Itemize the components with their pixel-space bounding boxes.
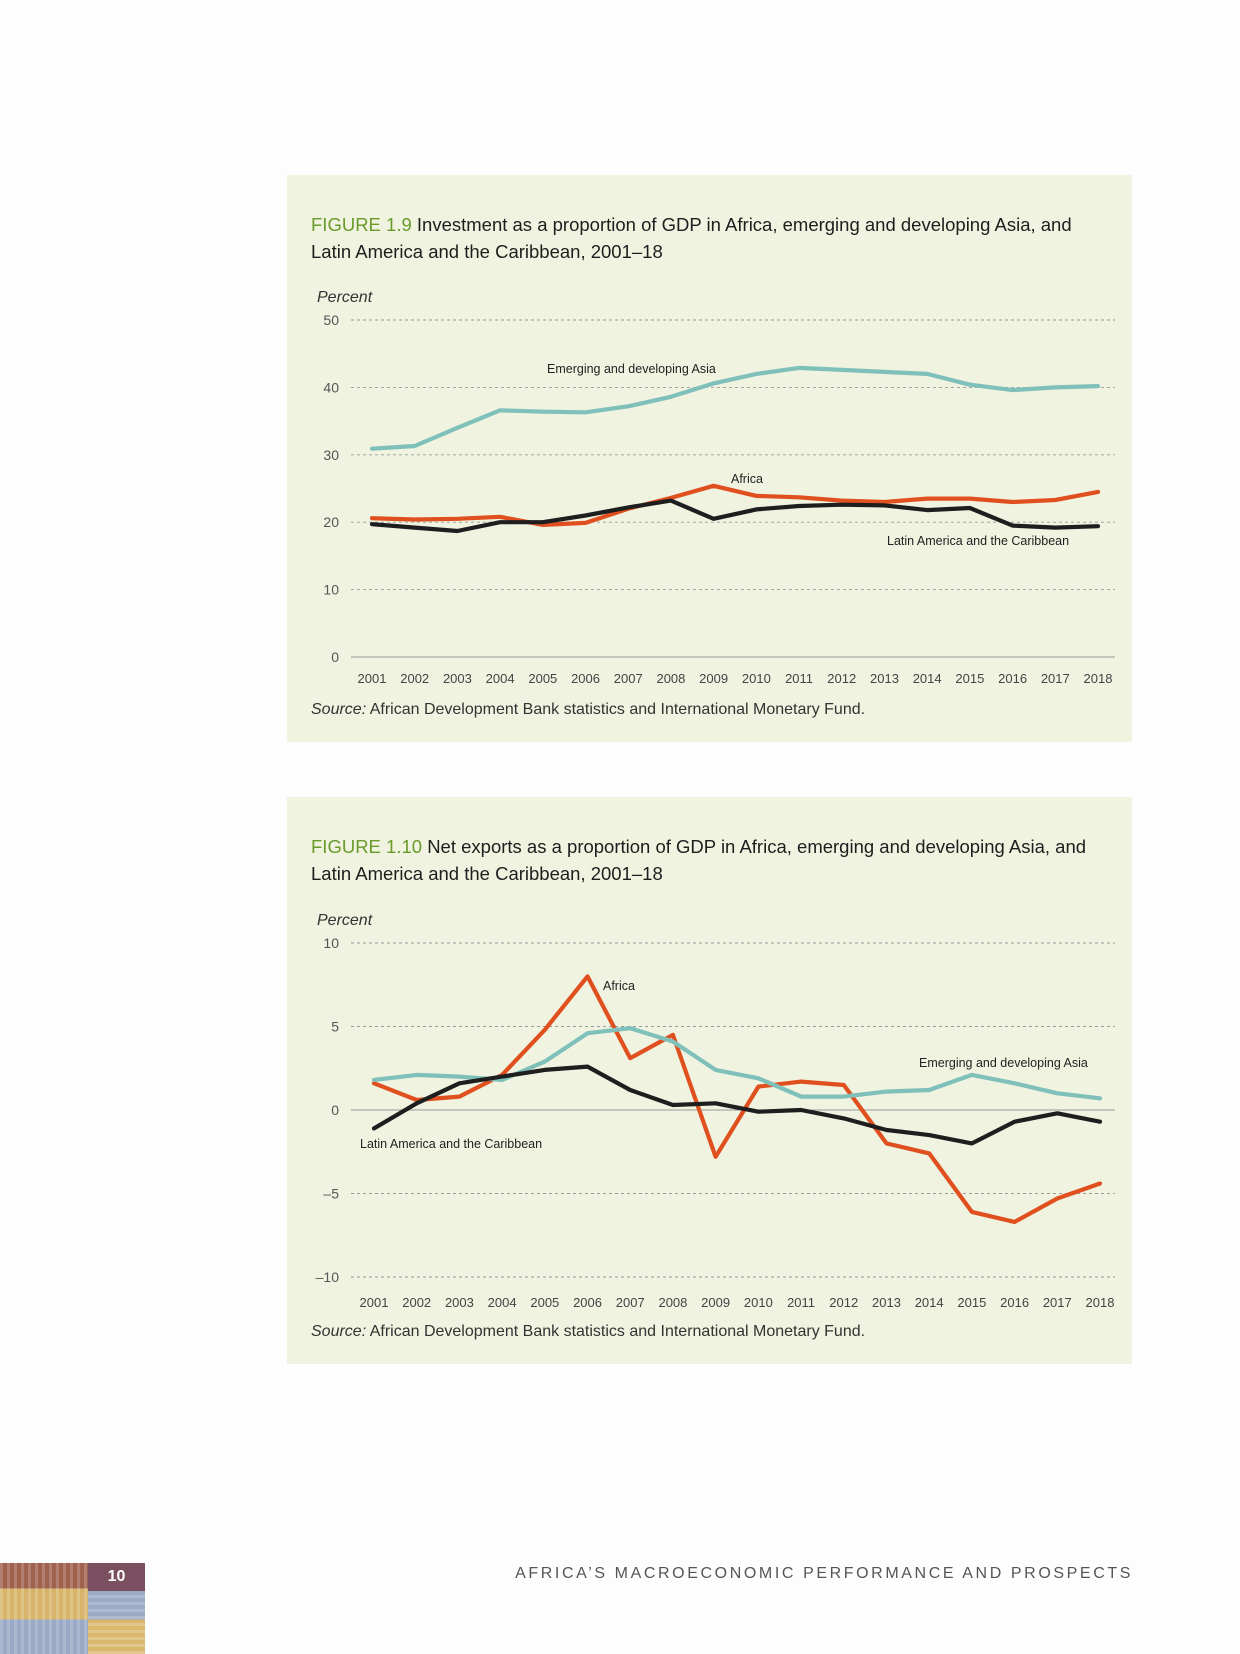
x-tick-label: 2010 xyxy=(742,671,771,686)
x-tick-label: 2014 xyxy=(915,1295,944,1310)
figure-source: Source: African Development Bank statist… xyxy=(311,1323,865,1341)
y-axis-label: Percent xyxy=(317,289,373,306)
x-tick-label: 2014 xyxy=(913,671,942,686)
page-number: 10 xyxy=(88,1563,145,1591)
x-tick-label: 2004 xyxy=(486,671,515,686)
figure-label: FIGURE 1.9 xyxy=(311,214,412,235)
x-tick-label: 2017 xyxy=(1041,671,1070,686)
x-tick-label: 2011 xyxy=(787,1295,815,1310)
y-tick-label: 0 xyxy=(331,1102,339,1118)
source-text: African Development Bank statistics and … xyxy=(366,701,866,718)
x-tick-label: 2005 xyxy=(530,1295,559,1310)
running-title: AFRICA’S MACROECONOMIC PERFORMANCE AND P… xyxy=(515,1565,1133,1582)
series-line-latin-america-and-the-caribbean xyxy=(369,498,1101,534)
y-tick-label: –10 xyxy=(316,1269,340,1285)
figure-title-text: Net exports as a proportion of GDP in Af… xyxy=(311,836,1087,884)
series-label-emerging-and-developing-asia: Emerging and developing Asia xyxy=(547,362,716,376)
figure-1-10-panel: FIGURE 1.10 Net exports as a proportion … xyxy=(287,797,1132,1364)
series-label-africa: Africa xyxy=(603,979,635,993)
x-tick-label: 2015 xyxy=(957,1295,986,1310)
y-tick-label: –5 xyxy=(323,1186,339,1202)
series-line-africa xyxy=(369,483,1101,527)
investment-chart: Percent 0 10 20 30 40 50 2001 2002 2003 2004 2005 20… xyxy=(317,289,1115,686)
y-tick-label: 50 xyxy=(323,312,339,328)
series-label-latin-america-and-the-caribbean: Latin America and the Caribbean xyxy=(360,1137,542,1151)
y-tick-label: 5 xyxy=(331,1019,339,1035)
x-tick-label: 2003 xyxy=(443,671,472,686)
x-tick-label: 2009 xyxy=(699,671,728,686)
x-tick-label: 2009 xyxy=(701,1295,730,1310)
x-tick-label: 2005 xyxy=(528,671,557,686)
x-tick-label: 2002 xyxy=(400,671,429,686)
x-tick-label: 2008 xyxy=(658,1295,687,1310)
y-tick-label: 10 xyxy=(323,935,339,951)
series-line-africa xyxy=(371,974,1103,1224)
x-tick-label: 2003 xyxy=(445,1295,474,1310)
series-line-latin-america-and-the-caribbean xyxy=(371,1064,1103,1146)
figure-label: FIGURE 1.10 xyxy=(311,836,423,857)
figure-title-text: Investment as a proportion of GDP in Afr… xyxy=(311,214,1072,262)
x-tick-label: 2016 xyxy=(998,671,1027,686)
x-tick-label: 2012 xyxy=(827,671,856,686)
y-tick-label: 40 xyxy=(323,379,339,395)
y-tick-label: 10 xyxy=(323,582,339,598)
x-tick-label: 2012 xyxy=(829,1295,858,1310)
x-tick-label: 2008 xyxy=(656,671,685,686)
figure-title: FIGURE 1.10 Net exports as a proportion … xyxy=(311,833,1101,887)
source-prefix: Source: xyxy=(311,701,367,718)
figure-source: Source: African Development Bank statist… xyxy=(311,701,865,719)
y-tick-label: 20 xyxy=(323,514,339,530)
x-tick-label: 2002 xyxy=(402,1295,431,1310)
series-label-emerging-and-developing-asia: Emerging and developing Asia xyxy=(919,1056,1088,1070)
series-label-africa: Africa xyxy=(731,472,763,486)
x-tick-label: 2007 xyxy=(614,671,643,686)
y-tick-label: 30 xyxy=(323,447,339,463)
x-tick-label: 2013 xyxy=(872,1295,901,1310)
y-tick-label: 0 xyxy=(331,649,339,665)
x-tick-label: 2013 xyxy=(870,671,899,686)
x-tick-label: 2007 xyxy=(616,1295,645,1310)
figure-title: FIGURE 1.9 Investment as a proportion of… xyxy=(311,211,1101,265)
decorative-fabric-patch xyxy=(88,1591,145,1654)
x-tick-label: 2006 xyxy=(573,1295,602,1310)
x-tick-label: 2018 xyxy=(1086,1295,1115,1310)
source-text: African Development Bank statistics and … xyxy=(366,1323,866,1340)
x-tick-label: 2018 xyxy=(1084,671,1113,686)
x-tick-label: 2011 xyxy=(785,671,813,686)
x-tick-label: 2017 xyxy=(1043,1295,1072,1310)
series-line-emerging-and-developing-asia xyxy=(369,365,1101,451)
x-tick-label: 2010 xyxy=(744,1295,773,1310)
x-tick-label: 2006 xyxy=(571,671,600,686)
series-label-latin-america-and-the-caribbean: Latin America and the Caribbean xyxy=(887,534,1069,548)
figure-1-9-panel: FIGURE 1.9 Investment as a proportion of… xyxy=(287,175,1132,742)
x-tick-label: 2001 xyxy=(358,671,387,686)
x-tick-label: 2004 xyxy=(488,1295,517,1310)
x-tick-label: 2001 xyxy=(360,1295,389,1310)
y-axis-label: Percent xyxy=(317,912,373,929)
source-prefix: Source: xyxy=(311,1323,367,1340)
x-tick-label: 2016 xyxy=(1000,1295,1029,1310)
x-tick-label: 2015 xyxy=(955,671,984,686)
net-exports-chart: Percent –10 –5 0 5 10 2001 2002 2003 2004 2005 2006… xyxy=(316,912,1115,1310)
